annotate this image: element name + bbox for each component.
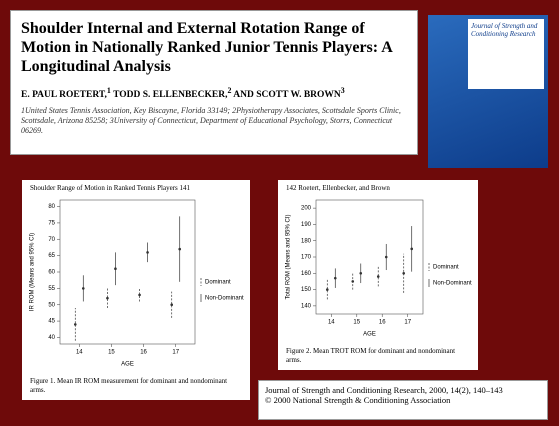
mean-point [384, 255, 388, 259]
legend-label: Dominant [433, 265, 459, 271]
citation-line: © 2000 National Strength & Conditioning … [265, 395, 451, 405]
author: AND SCOTT W. BROWN [233, 90, 341, 101]
x-tick-label: 16 [379, 320, 386, 326]
y-tick-label: 180 [301, 238, 312, 244]
citation: Journal of Strength and Conditioning Res… [258, 380, 548, 420]
mean-point [359, 271, 363, 275]
mean-point [81, 287, 85, 290]
y-tick-label: 45 [48, 319, 55, 325]
y-tick-label: 50 [48, 302, 55, 308]
legend-label: Non-Dominant [433, 281, 472, 287]
legend-label: Dominant [205, 280, 231, 286]
y-tick-label: 160 [301, 271, 312, 277]
figure: Shoulder Range of Motion in Ranked Tenni… [22, 180, 250, 400]
figure-header: Shoulder Range of Motion in Ranked Tenni… [30, 184, 190, 192]
mean-point [170, 303, 174, 307]
author-mark: 3 [340, 86, 345, 95]
y-tick-label: 60 [48, 270, 55, 276]
y-tick-label: 170 [301, 255, 312, 261]
article-title: Shoulder Internal and External Rotation … [21, 20, 392, 75]
cover-title: Journal of Strength and Conditioning Res… [468, 19, 544, 89]
mean-point [402, 271, 406, 275]
mean-point [325, 288, 329, 291]
x-tick-label: 16 [140, 350, 147, 356]
plot-frame [315, 199, 424, 315]
figure: 142 Roetert, Ellenbecker, and Brown 140 1… [278, 180, 478, 370]
figure-caption: Figure 2. Mean TROT ROM for dominant and… [286, 347, 456, 364]
authors: E. PAUL ROETERT,1 TODD S. ELLENBECKER,2 … [21, 86, 407, 100]
mean-point [178, 247, 182, 251]
x-tick-label: 14 [328, 320, 335, 326]
x-tick-label: 15 [353, 320, 360, 326]
y-tick-label: 200 [301, 206, 312, 212]
y-axis-label: Total ROM (Means and 95% CI) [286, 214, 292, 299]
x-axis-label: AGE [363, 332, 376, 338]
legend-label: Non-Dominant [205, 296, 244, 302]
chart: 40 45 50 55 60 65 70 75 80 14 15 16 17 AGE IR ROM (Mea… [30, 199, 244, 368]
y-tick-label: 150 [301, 287, 312, 293]
author-mark: 2 [227, 86, 232, 95]
author-mark: 1 [106, 86, 111, 95]
y-tick-label: 190 [301, 222, 312, 228]
x-tick-label: 15 [108, 350, 115, 356]
y-tick-label: 80 [48, 204, 55, 210]
y-tick-label: 55 [48, 286, 55, 292]
mean-point [351, 280, 355, 283]
y-tick-label: 140 [301, 303, 312, 309]
mean-point [410, 247, 414, 251]
x-tick-label: 17 [172, 350, 179, 356]
mean-point [376, 275, 380, 278]
mean-point [138, 293, 141, 297]
x-tick-label: 14 [76, 350, 83, 356]
citation-line: Journal of Strength and Conditioning Res… [265, 385, 503, 395]
y-tick-label: 75 [48, 220, 55, 226]
author: E. PAUL ROETERT, [21, 90, 107, 101]
mean-point [106, 296, 109, 300]
affiliations: 1United States Tennis Association, Key B… [21, 106, 401, 136]
y-tick-label: 65 [48, 253, 55, 259]
y-tick-label: 70 [48, 237, 55, 243]
mean-point [114, 267, 117, 271]
figure-caption: Figure 1. Mean IR ROM measurement for do… [30, 377, 228, 394]
author: TODD S. ELLENBECKER, [113, 90, 228, 101]
mean-point [333, 276, 337, 280]
journal-cover: Journal of Strength and Conditioning Res… [428, 15, 548, 168]
y-axis-label: IR ROM (Means and 95% CI) [30, 233, 36, 311]
x-tick-label: 17 [404, 320, 411, 326]
mean-point [146, 251, 149, 254]
chart: 140 150 160 170 180 190 200 14 15 16 17 AGE Total RO… [286, 199, 472, 338]
plot-frame [59, 199, 196, 345]
y-tick-label: 40 [48, 335, 55, 341]
mean-point [73, 323, 77, 326]
article-header: Shoulder Internal and External Rotation … [10, 10, 418, 155]
x-axis-label: AGE [121, 362, 134, 368]
figure-header: 142 Roetert, Ellenbecker, and Brown [286, 184, 390, 192]
